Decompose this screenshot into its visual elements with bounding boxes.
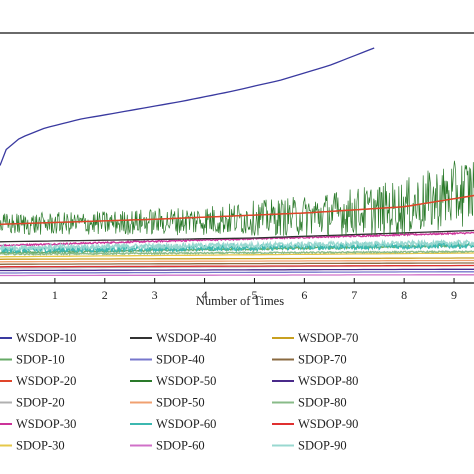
plot-frame — [0, 32, 474, 284]
legend-label-sdop-90: SDOP-90 — [298, 439, 347, 453]
legend-label-sdop-10: SDOP-10 — [16, 353, 65, 367]
legend-label-sdop-30: SDOP-30 — [16, 439, 65, 453]
legend-label-sdop-50: SDOP-50 — [156, 396, 205, 410]
legend-label-sdop-20: SDOP-20 — [16, 396, 65, 410]
series-line-sdop-60 — [0, 274, 474, 277]
legend-label-wsdop-30: WSDOP-30 — [16, 417, 76, 431]
series-line-sdop-40 — [0, 271, 474, 274]
legend-label-wsdop-80: WSDOP-80 — [298, 374, 358, 388]
series-line-sdop-70 — [0, 262, 474, 265]
series-line-wsdop-80 — [0, 268, 474, 272]
legend: WSDOP-10 SDOP-10 WSDOP-20 SDOP-20 WSDOP-30 SD… — [0, 331, 358, 453]
legend-label-wsdop-20: WSDOP-20 — [16, 374, 76, 388]
legend-label-wsdop-40: WSDOP-40 — [156, 331, 216, 345]
series-line-wsdop-40 — [0, 229, 474, 243]
x-tick-label: 4 — [202, 288, 208, 302]
x-ticks: 1 2 3 4 5 6 7 8 9 — [52, 278, 457, 302]
series-line-wsdop-70 — [0, 257, 474, 260]
legend-label-sdop-70: SDOP-70 — [298, 353, 347, 367]
x-tick-label: 7 — [351, 288, 357, 302]
legend-label-wsdop-70: WSDOP-70 — [298, 331, 358, 345]
series-line-wsdop-20-overlay — [0, 194, 474, 225]
legend-label-wsdop-50: WSDOP-50 — [156, 374, 216, 388]
x-tick-label: 5 — [251, 288, 257, 302]
legend-label-sdop-80: SDOP-80 — [298, 396, 347, 410]
legend-label-wsdop-90: WSDOP-90 — [298, 417, 358, 431]
x-tick-label: 1 — [52, 288, 58, 302]
series-line-sdop-50 — [0, 259, 474, 263]
x-tick-label: 6 — [301, 288, 307, 302]
x-axis-label: Number of Times — [196, 294, 284, 308]
series-line-sdop-90 — [0, 238, 474, 252]
legend-label-sdop-40: SDOP-40 — [156, 353, 205, 367]
series-line-sdop-80 — [0, 249, 474, 256]
x-tick-label: 3 — [152, 288, 158, 302]
x-tick-label: 9 — [451, 288, 457, 302]
series-line-wsdop-50 — [0, 160, 474, 237]
series-layer — [0, 47, 474, 277]
x-tick-label: 2 — [102, 288, 108, 302]
legend-label-wsdop-60: WSDOP-60 — [156, 417, 216, 431]
series-line-wsdop-60 — [0, 240, 474, 255]
series-line-wsdop-90 — [0, 264, 474, 268]
series-line-wsdop-30 — [0, 231, 474, 248]
legend-label-wsdop-10: WSDOP-10 — [16, 331, 76, 345]
series-line-wsdop-10 — [0, 47, 375, 166]
series-line-sdop-30 — [0, 252, 474, 258]
x-tick-label: 8 — [401, 288, 407, 302]
legend-label-sdop-60: SDOP-60 — [156, 439, 205, 453]
